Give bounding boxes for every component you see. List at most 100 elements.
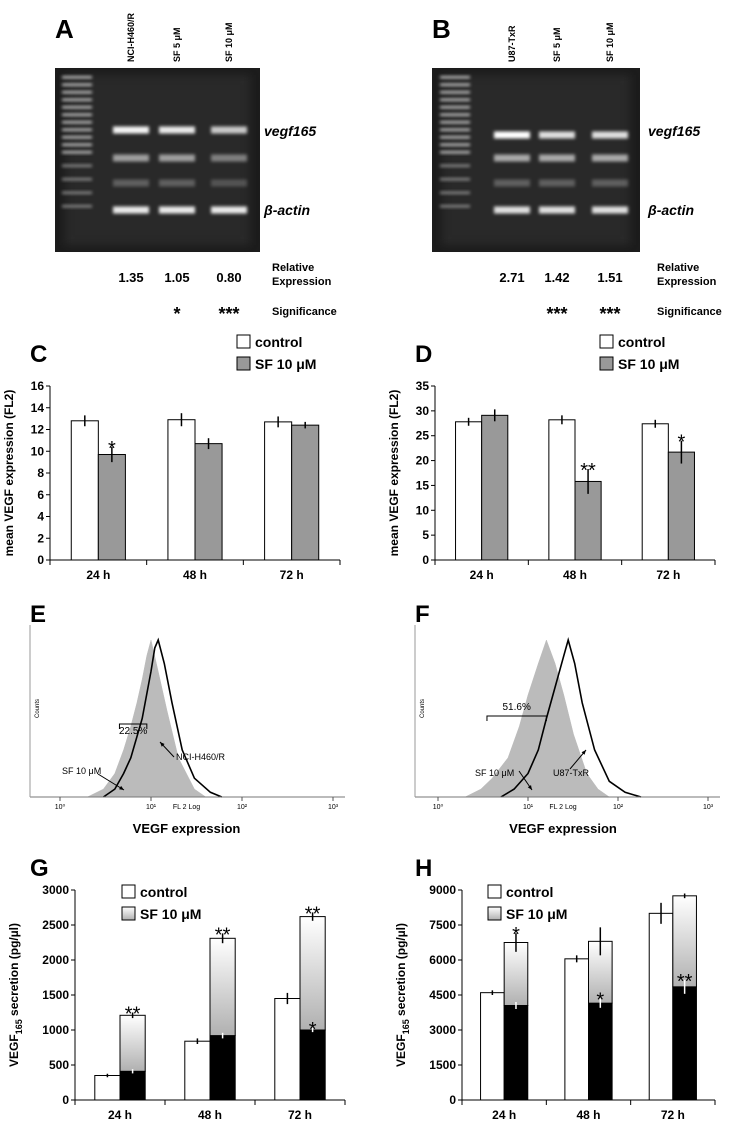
x-tick-label: 10⁰ xyxy=(55,803,66,811)
legend-label: SF 10 μM xyxy=(618,356,679,372)
ladder-band xyxy=(440,106,470,109)
y-tick-label: 2000 xyxy=(42,953,69,967)
lane-label: U87-TxR xyxy=(507,25,517,62)
row-label: Relative xyxy=(272,262,314,274)
bar xyxy=(264,421,293,561)
y-tick-label: 0 xyxy=(449,1093,456,1107)
bar xyxy=(209,1035,236,1101)
bar xyxy=(480,992,505,1101)
ladder-band xyxy=(62,178,92,181)
y-tick-label: 30 xyxy=(416,404,430,418)
gel-band xyxy=(592,154,628,162)
gate-bracket xyxy=(118,723,148,729)
gel-band xyxy=(211,179,247,187)
row-label: Expression xyxy=(657,276,717,288)
ladder-band xyxy=(62,151,92,154)
histogram-curve xyxy=(87,639,206,798)
band-label: β-actin xyxy=(647,202,694,218)
ladder-band xyxy=(440,191,470,194)
panel-label: F xyxy=(415,601,430,628)
bar xyxy=(291,424,320,561)
significance-mark: *** xyxy=(599,304,620,324)
y-tick-label: 4 xyxy=(37,510,44,524)
bar xyxy=(588,1002,613,1101)
gel-band xyxy=(592,179,628,187)
significance-mark: * xyxy=(596,990,604,1012)
x-tick-label: 72 h xyxy=(661,1108,685,1122)
x-axis-name: FL 2 Log xyxy=(549,804,576,811)
x-axis-label: VEGF expression xyxy=(133,821,241,836)
band-label: vegf165 xyxy=(648,123,700,139)
row-label: Relative xyxy=(657,262,699,274)
x-tick-label: 48 h xyxy=(563,568,587,582)
panel-label: C xyxy=(30,341,47,368)
y-tick-label: 15 xyxy=(416,478,430,492)
y-axis-label: Counts xyxy=(420,699,426,718)
x-tick-label: 72 h xyxy=(288,1108,312,1122)
x-tick-label: 10² xyxy=(237,804,248,811)
x-tick-label: 10³ xyxy=(328,804,339,811)
ladder-band xyxy=(440,76,470,79)
legend-swatch xyxy=(599,356,614,371)
y-axis-label: mean VEGF expression (FL2) xyxy=(387,390,401,557)
y-tick-label: 1000 xyxy=(42,1023,69,1037)
y-tick-label: 4500 xyxy=(429,988,456,1002)
panel-label: B xyxy=(432,14,451,44)
ladder-band xyxy=(62,76,92,79)
legend-swatch xyxy=(236,334,251,349)
y-tick-label: 0 xyxy=(37,553,44,567)
x-tick-label: 10¹ xyxy=(523,804,534,811)
bar xyxy=(648,912,674,1101)
significance-mark: ** xyxy=(677,971,693,993)
gel-band xyxy=(159,206,195,214)
y-axis-label: VEGF165 secretion (pg/µl) xyxy=(394,923,411,1067)
significance-mark: ** xyxy=(580,460,596,482)
ladder-band xyxy=(62,128,92,131)
significance-mark: *** xyxy=(546,304,567,324)
panel-label: H xyxy=(415,855,432,882)
legend-swatch xyxy=(236,356,251,371)
bar xyxy=(94,1075,121,1101)
bar xyxy=(209,937,236,1037)
x-tick-label: 24 h xyxy=(492,1108,516,1122)
relative-expression: 1.35 xyxy=(118,270,143,285)
y-tick-label: 12 xyxy=(31,423,45,437)
significance-label: Significance xyxy=(657,306,722,318)
ladder-band xyxy=(440,205,470,208)
legend-swatch xyxy=(599,334,614,349)
lane-label: NCI-H460/R xyxy=(126,12,136,62)
band-label: vegf165 xyxy=(264,123,316,139)
y-tick-label: 6000 xyxy=(429,953,456,967)
ladder-band xyxy=(440,121,470,124)
y-tick-label: 1500 xyxy=(42,988,69,1002)
significance-mark: * xyxy=(108,438,116,460)
significance-mark: ** xyxy=(215,924,231,946)
panel-label: A xyxy=(55,14,74,44)
x-tick-label: 72 h xyxy=(656,568,680,582)
lane-label: SF 5 μM xyxy=(172,27,182,62)
significance-mark: *** xyxy=(218,304,239,324)
ladder-band xyxy=(62,136,92,139)
legend-label: control xyxy=(618,334,665,350)
band-label: β-actin xyxy=(263,202,310,218)
bar xyxy=(503,1005,529,1101)
gel-band xyxy=(159,179,195,187)
bar xyxy=(672,986,697,1101)
relative-expression: 1.42 xyxy=(544,270,569,285)
ladder-band xyxy=(62,143,92,146)
x-tick-label: 48 h xyxy=(183,568,207,582)
ladder-band xyxy=(440,164,470,167)
significance-mark: ** xyxy=(305,903,321,925)
bar xyxy=(194,443,223,561)
significance-mark: ** xyxy=(125,1004,141,1026)
y-axis-label: Counts xyxy=(35,699,41,718)
y-tick-label: 10 xyxy=(31,444,45,458)
y-axis-label-part: VEGF xyxy=(7,1034,21,1067)
gate-label: 22.5% xyxy=(119,726,147,737)
bar xyxy=(97,454,126,561)
x-tick-label: 48 h xyxy=(576,1108,600,1122)
bar xyxy=(119,1070,146,1101)
ladder-band xyxy=(62,205,92,208)
legend-swatch xyxy=(121,884,136,899)
